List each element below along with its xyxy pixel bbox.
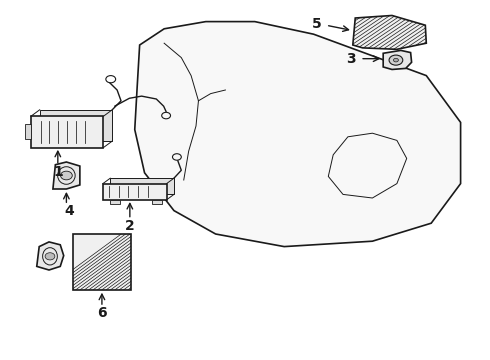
Circle shape [61, 171, 73, 180]
Polygon shape [152, 200, 162, 204]
Polygon shape [383, 50, 412, 69]
Polygon shape [353, 15, 426, 49]
Polygon shape [53, 162, 80, 189]
Polygon shape [37, 242, 64, 270]
Text: 1: 1 [53, 165, 63, 179]
Text: 5: 5 [312, 18, 322, 31]
Polygon shape [25, 124, 31, 139]
Polygon shape [31, 116, 103, 148]
Circle shape [393, 58, 398, 62]
Polygon shape [110, 200, 120, 204]
Polygon shape [135, 22, 461, 247]
Polygon shape [110, 178, 174, 194]
Text: 2: 2 [125, 219, 135, 233]
Circle shape [389, 55, 403, 65]
Polygon shape [40, 110, 112, 141]
Polygon shape [103, 184, 167, 200]
Text: 4: 4 [64, 204, 74, 218]
Polygon shape [73, 234, 131, 290]
Circle shape [45, 253, 55, 260]
Text: 3: 3 [346, 52, 356, 66]
Text: 6: 6 [97, 306, 107, 320]
